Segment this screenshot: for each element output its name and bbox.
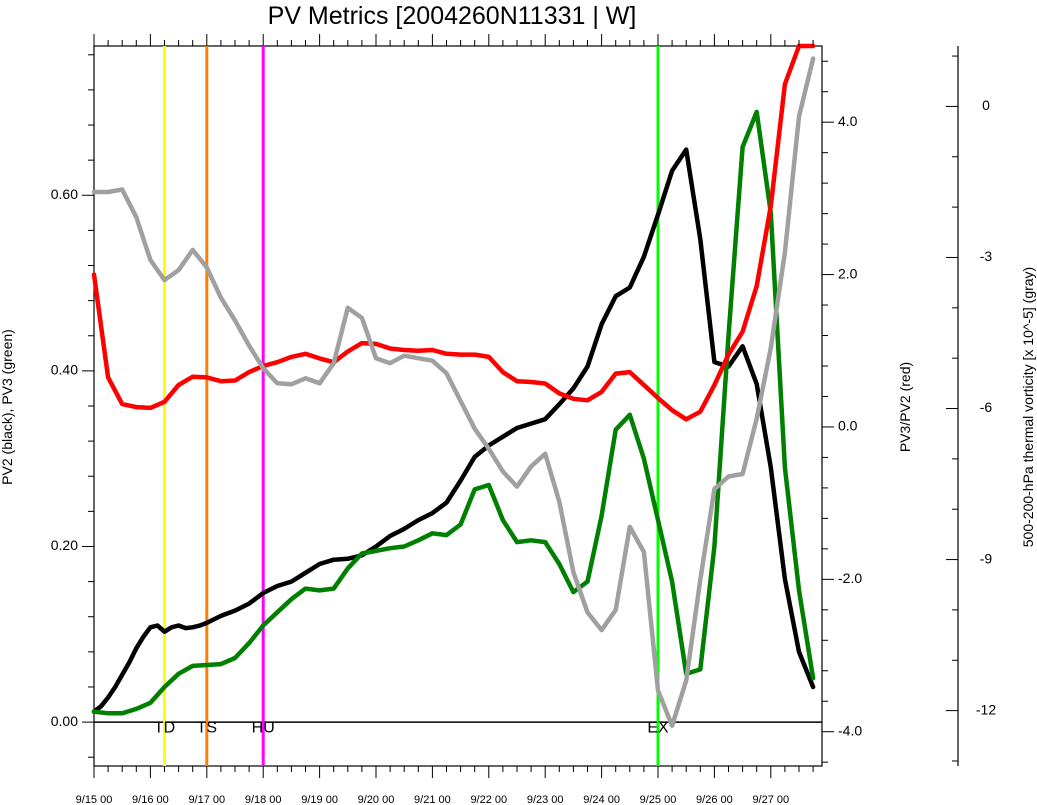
y-right-tick-label: 0.0 [838, 418, 858, 434]
x-tick-label: 9/25 00 [640, 794, 677, 805]
stage-label-td: TD [154, 719, 175, 736]
y-left-tick-label: 0.20 [51, 537, 78, 553]
x-tick-label: 9/23 00 [527, 794, 564, 805]
x-tick-label: 9/20 00 [358, 794, 395, 805]
y-left-tick-label: 0.00 [51, 713, 78, 729]
y-far-right-tick-label: -6 [980, 399, 993, 415]
series-line-2 [91, 109, 816, 716]
x-tick-label: 9/16 00 [132, 794, 169, 805]
x-tick-label: 9/21 00 [414, 794, 451, 805]
stage-markers: TD TS HU EX [154, 46, 669, 766]
x-tick-label: 9/15 00 [76, 794, 113, 805]
series-lines [91, 43, 816, 728]
y-left-axis-label: PV2 (black), PV3 (green) [0, 329, 15, 485]
y-far-right-tick-label: -12 [976, 701, 996, 717]
y-far-right-tick-label: 0 [982, 97, 990, 113]
series-line-1 [91, 147, 816, 714]
series-line-3 [91, 43, 816, 422]
y-right-tick-label: 4.0 [838, 113, 858, 129]
y-far-right-axis-label: 500-200-hPa thermal vorticity [x 10^-5] … [1020, 267, 1036, 547]
y-left-tick-label: 0.40 [51, 362, 78, 378]
stage-label-hu: HU [252, 719, 275, 736]
x-tick-label: 9/19 00 [301, 794, 338, 805]
y-left-tick-label: 0.60 [51, 186, 78, 202]
x-tick-label: 9/26 00 [696, 794, 733, 805]
y-right-tick-label: 2.0 [838, 265, 858, 281]
y-far-right-tick-label: -9 [980, 550, 993, 566]
y-right-tick-label: -2.0 [838, 570, 862, 586]
x-tick-label: 9/18 00 [245, 794, 282, 805]
y-far-right-tick-label: -3 [980, 248, 993, 264]
y-right-tick-label: -4.0 [838, 722, 862, 738]
stage-label-ts: TS [197, 719, 217, 736]
series-line-4 [91, 56, 816, 728]
plot-frame [93, 45, 823, 767]
x-tick-label: 9/27 00 [752, 794, 789, 805]
chart-title: PV Metrics [2004260N11331 | W] [268, 2, 637, 30]
axes: 9/15 00 9/16 00 9/17 00 9/18 00 9/19 00 9/20 … [51, 34, 996, 805]
x-tick-label: 9/17 00 [188, 794, 225, 805]
x-tick-label: 9/24 00 [583, 794, 620, 805]
plot-border [93, 45, 823, 767]
x-tick-label: 9/22 00 [470, 794, 507, 805]
stage-label-ex: EX [647, 719, 669, 736]
y-right-axis-label: PV3/PV2 (red) [897, 362, 913, 452]
